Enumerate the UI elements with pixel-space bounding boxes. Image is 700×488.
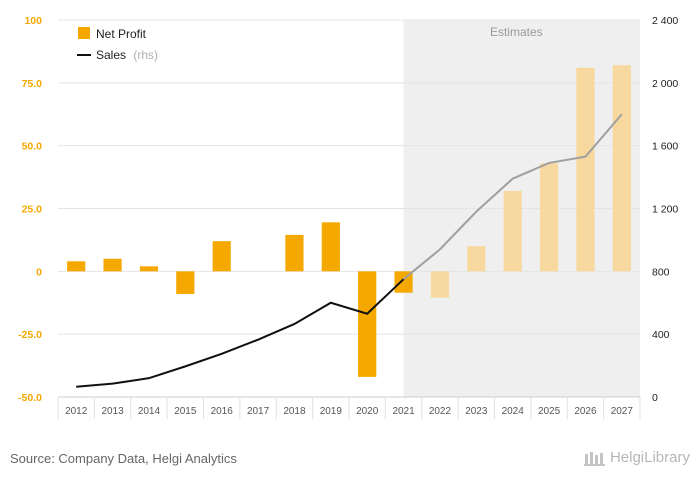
helgi-library-logo: HelgiLibrary bbox=[584, 449, 690, 466]
left-tick-label: -50.0 bbox=[18, 392, 42, 404]
right-tick-label: 2 400 bbox=[652, 15, 678, 27]
right-tick-label: 400 bbox=[652, 329, 670, 341]
right-tick-label: 1 600 bbox=[652, 141, 678, 153]
x-tick-label-2023: 2023 bbox=[465, 406, 488, 417]
sales-line-actual bbox=[76, 279, 403, 387]
x-tick-label-2027: 2027 bbox=[611, 406, 634, 417]
legend-swatch-net-profit bbox=[78, 27, 90, 39]
logo-text: HelgiLibrary bbox=[610, 449, 690, 466]
bar-2023 bbox=[467, 246, 485, 271]
legend-label-sales-suffix: (rhs) bbox=[133, 48, 158, 62]
x-tick-label-2022: 2022 bbox=[429, 406, 452, 417]
bar-2012 bbox=[67, 261, 85, 271]
right-tick-label: 2 000 bbox=[652, 78, 678, 90]
left-tick-label: 50.0 bbox=[22, 141, 43, 153]
left-axis: -50.0 -25.0 0 25.0 50.0 75.0 100 bbox=[18, 15, 42, 404]
bar-2013 bbox=[103, 259, 121, 272]
bar-2024 bbox=[504, 191, 522, 271]
bar-2019 bbox=[322, 222, 340, 271]
left-tick-label: 75.0 bbox=[22, 78, 43, 90]
right-tick-label: 800 bbox=[652, 266, 670, 278]
legend: Net Profit Sales (rhs) bbox=[77, 27, 158, 62]
left-tick-label: 100 bbox=[24, 15, 42, 27]
right-axis: 0 400 800 1 200 1 600 2 000 2 400 bbox=[652, 15, 678, 404]
x-tick-label-2024: 2024 bbox=[502, 406, 525, 417]
legend-label-sales-name: Sales bbox=[96, 48, 126, 62]
left-tick-label: -25.0 bbox=[18, 329, 42, 341]
x-tick-label-2025: 2025 bbox=[538, 406, 561, 417]
legend-label-sales: Sales (rhs) bbox=[96, 48, 158, 62]
legend-label-net-profit: Net Profit bbox=[96, 27, 147, 41]
x-tick-label-2012: 2012 bbox=[65, 406, 88, 417]
source-note: Source: Company Data, Helgi Analytics bbox=[10, 451, 237, 466]
x-tick-label-2015: 2015 bbox=[174, 406, 197, 417]
x-axis: 2012 2013 2014 2015 2016 2017 2018 2019 2020 2021… bbox=[58, 397, 640, 419]
bar-2026 bbox=[576, 68, 594, 272]
x-tick-label-2016: 2016 bbox=[211, 406, 234, 417]
bar-2016 bbox=[213, 241, 231, 271]
bar-2015 bbox=[176, 271, 194, 294]
x-tick-label-2017: 2017 bbox=[247, 406, 270, 417]
right-tick-label: 1 200 bbox=[652, 204, 678, 216]
bar-2022 bbox=[431, 271, 449, 297]
x-tick-label-2021: 2021 bbox=[392, 406, 415, 417]
right-tick-label: 0 bbox=[652, 392, 658, 404]
x-tick-label-2013: 2013 bbox=[101, 406, 124, 417]
x-tick-label-2026: 2026 bbox=[574, 406, 597, 417]
bar-2018 bbox=[285, 235, 303, 271]
x-tick-label-2018: 2018 bbox=[283, 406, 306, 417]
left-tick-label: 25.0 bbox=[22, 204, 43, 216]
bar-2014 bbox=[140, 266, 158, 271]
library-icon bbox=[584, 450, 606, 466]
left-tick-label: 0 bbox=[36, 266, 42, 278]
x-tick-label-2020: 2020 bbox=[356, 406, 379, 417]
estimates-label: Estimates bbox=[490, 25, 543, 39]
x-tick-label-2014: 2014 bbox=[138, 406, 161, 417]
bar-2025 bbox=[540, 163, 558, 271]
x-tick-label-2019: 2019 bbox=[320, 406, 343, 417]
bar-2027 bbox=[613, 65, 631, 271]
bar-2020 bbox=[358, 271, 376, 377]
